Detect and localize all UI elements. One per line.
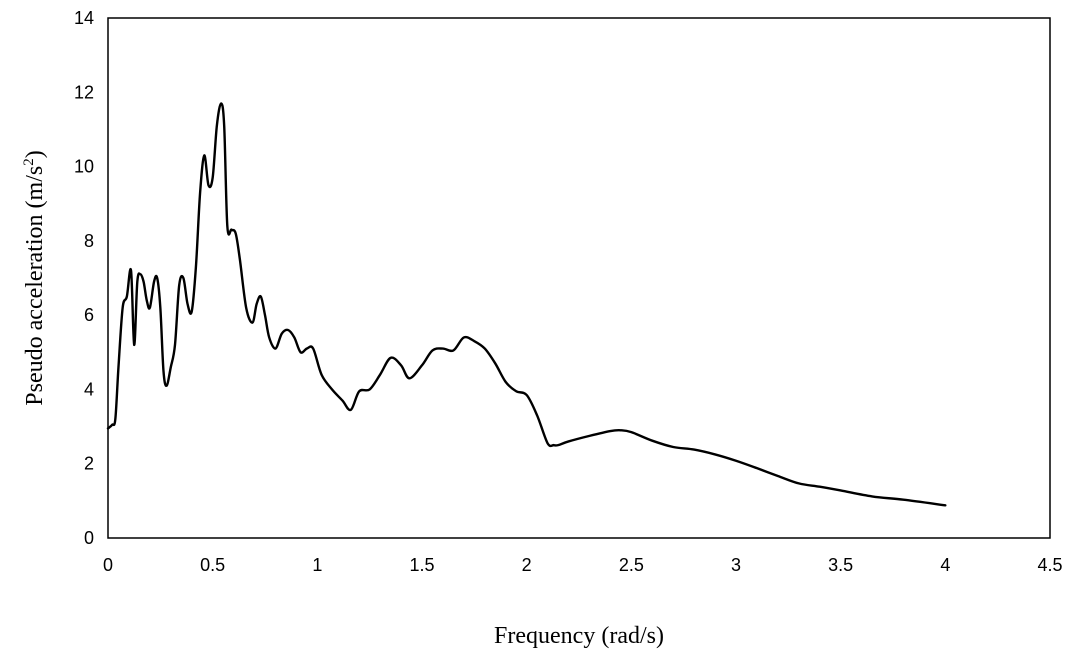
pseudo-acceleration-series-line [106, 102, 947, 507]
x-tick-label: 2.5 [619, 555, 644, 575]
x-tick-label: 2 [522, 555, 532, 575]
y-axis-title-superscript: 2 [21, 158, 37, 166]
plot-area-frame [107, 17, 1051, 539]
y-tick-label: 14 [74, 8, 94, 28]
y-axis-title: Pseudo acceleration (m/s2) [21, 150, 48, 405]
x-tick-label: 1.5 [409, 555, 434, 575]
y-tick-label: 8 [84, 231, 94, 251]
x-tick-label: 3 [731, 555, 741, 575]
x-tick-label: 3.5 [828, 555, 853, 575]
y-tick-label: 12 [74, 82, 94, 102]
x-tick-label: 4 [940, 555, 950, 575]
y-axis-title-main: Pseudo acceleration (m/s [22, 166, 48, 406]
x-tick-label: 0.5 [200, 555, 225, 575]
y-tick-labels: 0 2 4 6 8 10 12 14 [74, 8, 94, 548]
x-tick-label: 0 [103, 555, 113, 575]
y-tick-label: 2 [84, 454, 94, 474]
y-tick-label: 10 [74, 157, 94, 177]
y-axis-title-close: ) [22, 150, 48, 158]
y-tick-label: 6 [84, 305, 94, 325]
x-tick-label: 1 [312, 555, 322, 575]
x-axis-title: Frequency (rad/s) [494, 623, 664, 649]
x-tick-labels: 0 0.5 1 1.5 2 2.5 3 3.5 4 4.5 [103, 555, 1063, 575]
x-tick-label: 4.5 [1037, 555, 1062, 575]
y-tick-label: 0 [84, 528, 94, 548]
y-tick-label: 4 [84, 379, 94, 399]
